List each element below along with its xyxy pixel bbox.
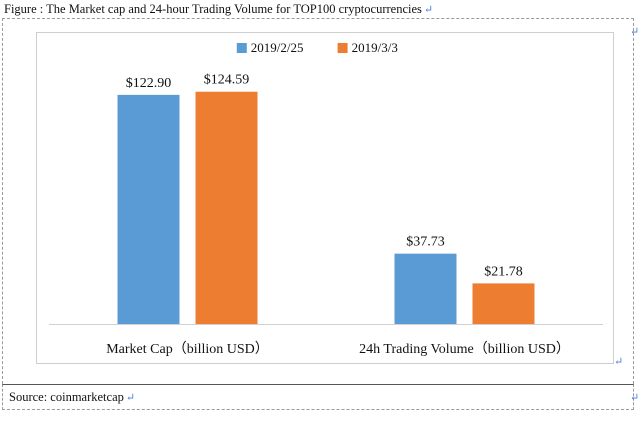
data-label: $122.90	[126, 76, 172, 91]
paragraph-mark-icon: ↵	[125, 392, 136, 404]
figure-title: Figure : The Market cap and 24-hour Trad…	[4, 2, 434, 16]
paragraph-mark-icon: ↵	[630, 392, 640, 404]
figure-frame	[2, 18, 634, 384]
legend: 2019/2/25 2019/3/3	[236, 40, 398, 55]
bar-series1-market-cap	[117, 94, 180, 324]
legend-label: 2019/2/25	[251, 40, 304, 55]
data-label: $21.78	[484, 264, 523, 279]
bar-series2-market-cap	[195, 91, 258, 324]
legend-swatch	[337, 43, 348, 53]
data-label: $37.73	[406, 235, 445, 250]
bars	[117, 91, 535, 324]
source-row: Source: coinmarketcap ↵	[2, 384, 634, 410]
legend-swatch	[236, 43, 247, 53]
source-caption: Source: coinmarketcap ↵	[9, 390, 136, 404]
chart-area: 2019/2/25 2019/3/3 $122.90 $124.59 $37.73 $2…	[36, 32, 614, 364]
paragraph-mark-icon: ↵	[423, 4, 434, 16]
bar-series1-trading-volume	[394, 253, 457, 324]
data-label: $124.59	[204, 73, 250, 88]
bar-chart: 2019/2/25 2019/3/3 $122.90 $124.59 $37.73 $2…	[49, 40, 603, 357]
bar-series2-trading-volume	[472, 283, 535, 324]
category-label: 24h Trading Volume（billion USD）	[359, 341, 570, 357]
data-labels: $122.90 $124.59 $37.73 $21.78	[126, 73, 523, 280]
paragraph-mark-icon: ↵	[614, 356, 624, 368]
paragraph-mark-icon: ↵	[630, 26, 640, 38]
legend-label: 2019/3/3	[352, 40, 398, 55]
category-label: Market Cap（billion USD）	[106, 341, 269, 357]
category-labels: Market Cap（billion USD） 24h Trading Volum…	[106, 341, 570, 357]
